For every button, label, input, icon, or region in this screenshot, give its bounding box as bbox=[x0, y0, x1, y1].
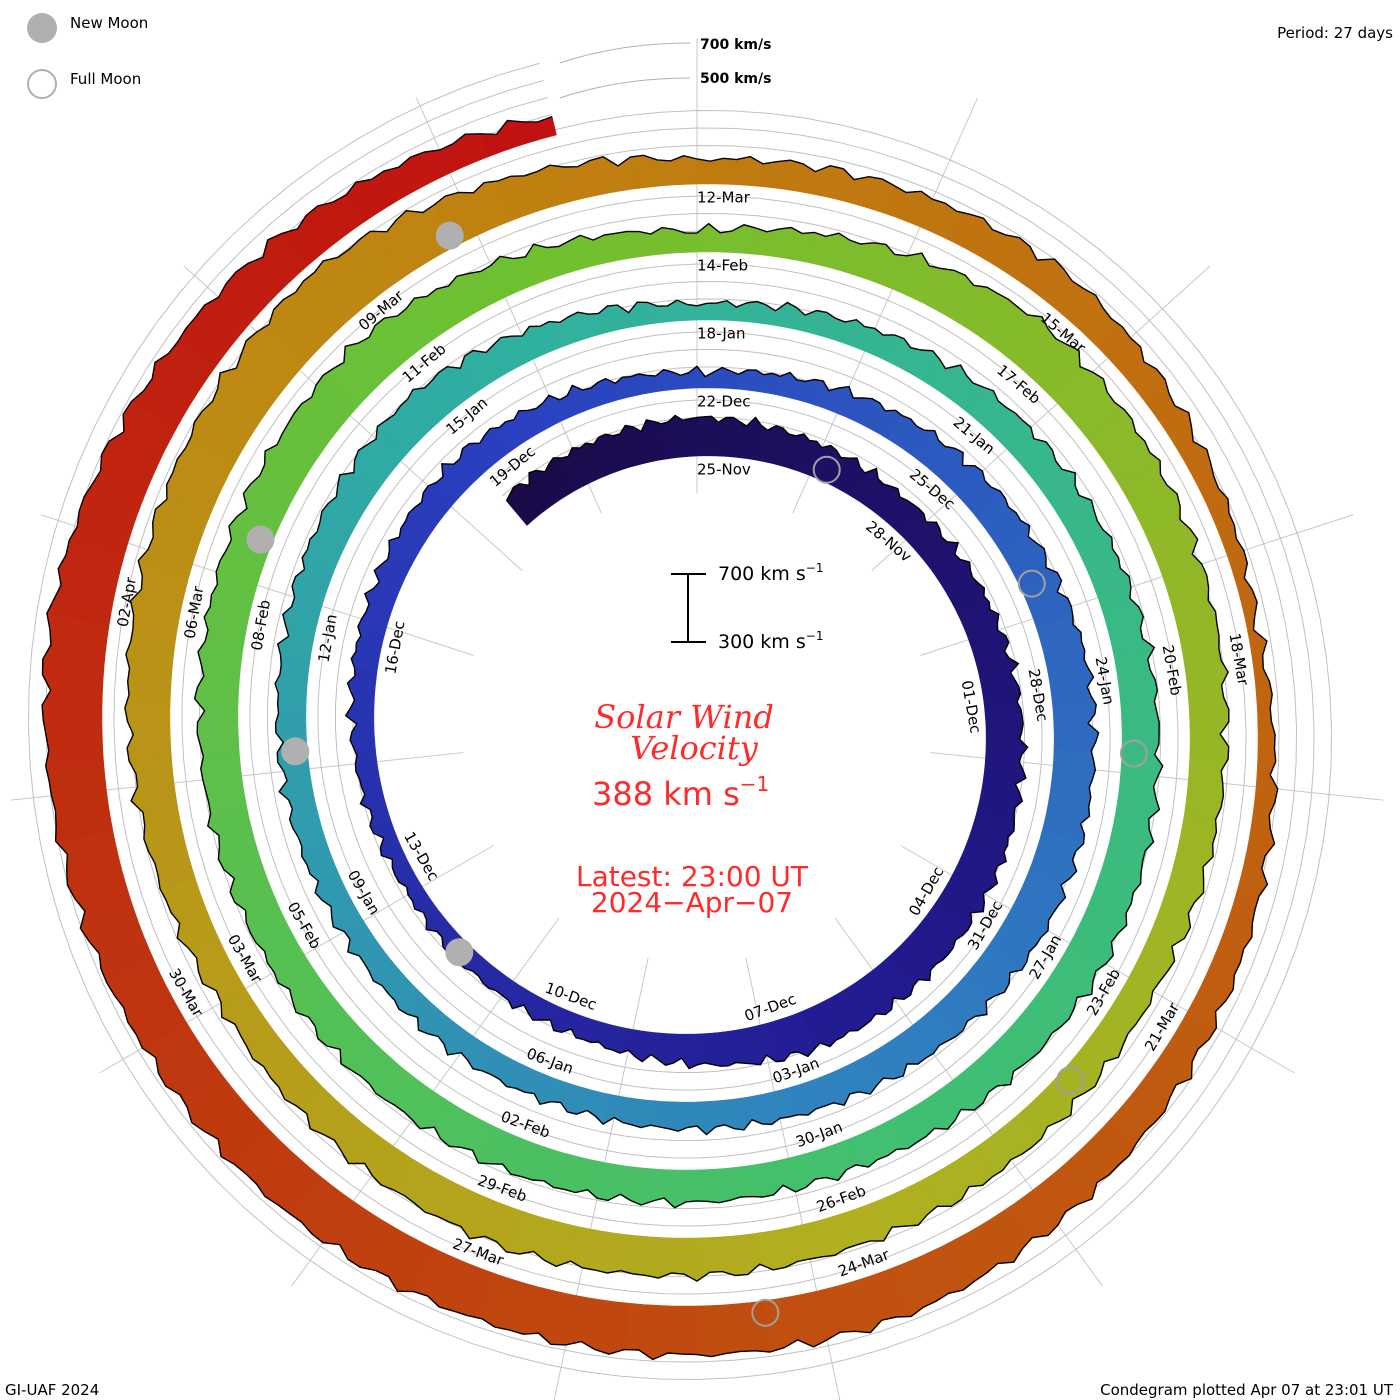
velocity-band-segment bbox=[525, 234, 589, 285]
velocity-band-segment bbox=[497, 164, 573, 221]
date-label: 12-Mar bbox=[697, 189, 751, 207]
velocity-band-segment bbox=[579, 231, 643, 268]
velocity-band-segment bbox=[360, 783, 391, 827]
velocity-band-segment bbox=[1188, 696, 1230, 760]
velocity-band-segment bbox=[125, 628, 177, 698]
velocity-band-segment bbox=[124, 694, 172, 762]
grid-spoke bbox=[792, 97, 979, 514]
velocity-band-segment bbox=[755, 1221, 823, 1271]
velocity-band-segment bbox=[1247, 629, 1273, 696]
date-label: 22-Dec bbox=[697, 393, 751, 411]
latest-time: Latest: 23:00 UT bbox=[576, 860, 809, 893]
velocity-band-segment bbox=[1128, 924, 1186, 992]
date-label: 14-Feb bbox=[697, 257, 748, 275]
velocity-band-segment bbox=[759, 159, 831, 197]
grid-spoke bbox=[871, 265, 1211, 572]
grid-spiral-500 bbox=[62, 97, 1298, 1346]
velocity-band-segment bbox=[1171, 813, 1217, 881]
velocity-band-segment bbox=[159, 877, 218, 948]
ref-line-500 bbox=[559, 77, 691, 99]
velocity-band-segment bbox=[1180, 635, 1229, 700]
new-moon-legend-icon bbox=[27, 13, 57, 43]
footer-credit: GI-UAF 2024 bbox=[5, 1381, 99, 1399]
velocity-band-segment bbox=[345, 707, 376, 749]
new-moon-icon bbox=[281, 737, 310, 766]
velocity-band-segment bbox=[696, 223, 756, 255]
latest-date: 2024−Apr−07 bbox=[591, 886, 793, 919]
velocity-band-segment bbox=[696, 1030, 737, 1067]
new-moon-icon bbox=[435, 221, 464, 250]
velocity-band-segment bbox=[632, 1235, 698, 1282]
velocity-band-segment bbox=[563, 156, 635, 202]
velocity-band-segment bbox=[1113, 646, 1158, 704]
date-label: 18-Mar bbox=[1225, 632, 1252, 688]
ref-line-700 bbox=[559, 42, 691, 64]
date-label: 01-Dec bbox=[958, 679, 985, 735]
velocity-band-segment bbox=[277, 606, 320, 661]
ref-500-label: 500 km/s bbox=[700, 71, 771, 87]
velocity-band-segment bbox=[128, 758, 181, 826]
new-moon-legend-label: New Moon bbox=[70, 14, 148, 32]
date-label: 24-Jan bbox=[1092, 655, 1118, 706]
grid-spiral-600 bbox=[45, 80, 1315, 1363]
full-moon-icon bbox=[812, 455, 841, 484]
full-moon-icon bbox=[1119, 739, 1148, 768]
velocity-band-segment bbox=[1165, 575, 1220, 644]
moon-markers bbox=[246, 221, 1148, 1327]
date-label: 20-Feb bbox=[1159, 644, 1186, 697]
new-moon-icon bbox=[246, 525, 275, 554]
velocity-band-segment bbox=[1120, 701, 1160, 756]
current-velocity: 388 km s−1 bbox=[592, 772, 769, 813]
velocity-band-segment bbox=[619, 1027, 662, 1062]
velocity-band-segment bbox=[548, 311, 604, 349]
full-moon-icon bbox=[1017, 569, 1046, 598]
footer-plotted: Condegram plotted Apr 07 at 23:01 UT bbox=[1100, 1381, 1394, 1399]
svg-text:700 km s−1: 700 km s−1 bbox=[718, 561, 823, 585]
velocity-band-segment bbox=[696, 1300, 771, 1357]
velocity-outline bbox=[41, 115, 1279, 1361]
velocity-band-segment bbox=[143, 818, 196, 890]
velocity-band-segment bbox=[1184, 756, 1229, 820]
velocity-band-segment bbox=[409, 133, 490, 187]
scale-bar: 700 km s−1 300 km s−1 bbox=[671, 561, 823, 653]
scale-top-label: 700 km s bbox=[718, 563, 806, 585]
velocity-band-segment bbox=[353, 746, 382, 788]
velocity-band-segment bbox=[696, 415, 734, 457]
full-moon-legend-label: Full Moon bbox=[70, 70, 141, 88]
date-label: 18-Jan bbox=[697, 325, 745, 343]
title-line1: Solar Wind bbox=[594, 698, 774, 736]
date-label: 25-Nov bbox=[697, 461, 751, 479]
full-moon-icon bbox=[1056, 1066, 1085, 1095]
velocity-band-segment bbox=[744, 301, 797, 329]
full-moon-legend-icon bbox=[27, 69, 57, 99]
velocity-band-segment bbox=[623, 1302, 698, 1360]
velocity-band-segment bbox=[347, 667, 378, 710]
velocity-band-segment bbox=[1050, 748, 1096, 798]
velocity-band-segment bbox=[560, 1082, 611, 1125]
velocity-band-segment bbox=[1052, 704, 1099, 752]
scale-bottom-label: 300 km s bbox=[718, 631, 806, 653]
velocity-band-segment bbox=[1237, 825, 1275, 897]
svg-text:300 km s−1: 300 km s−1 bbox=[718, 629, 823, 653]
velocity-band-segment bbox=[42, 613, 110, 694]
velocity-band-segment bbox=[288, 795, 326, 847]
date-label: 12-Jan bbox=[315, 613, 341, 664]
velocity-band-segment bbox=[1231, 562, 1258, 632]
velocity-band-segment bbox=[207, 807, 261, 870]
velocity-band-segment bbox=[41, 690, 104, 767]
velocity-band-segment bbox=[657, 1032, 698, 1069]
new-moon-icon bbox=[445, 938, 474, 967]
date-label: 28-Dec bbox=[1025, 667, 1052, 723]
velocity-band-segment bbox=[791, 307, 846, 342]
full-moon-icon bbox=[751, 1298, 780, 1327]
period-label: Period: 27 days bbox=[1277, 24, 1393, 42]
velocity-band-segment bbox=[602, 1094, 654, 1128]
velocity-band-segment bbox=[1177, 441, 1229, 508]
ref-700-label: 700 km/s bbox=[700, 37, 771, 53]
title-line2: Velocity bbox=[630, 729, 759, 767]
